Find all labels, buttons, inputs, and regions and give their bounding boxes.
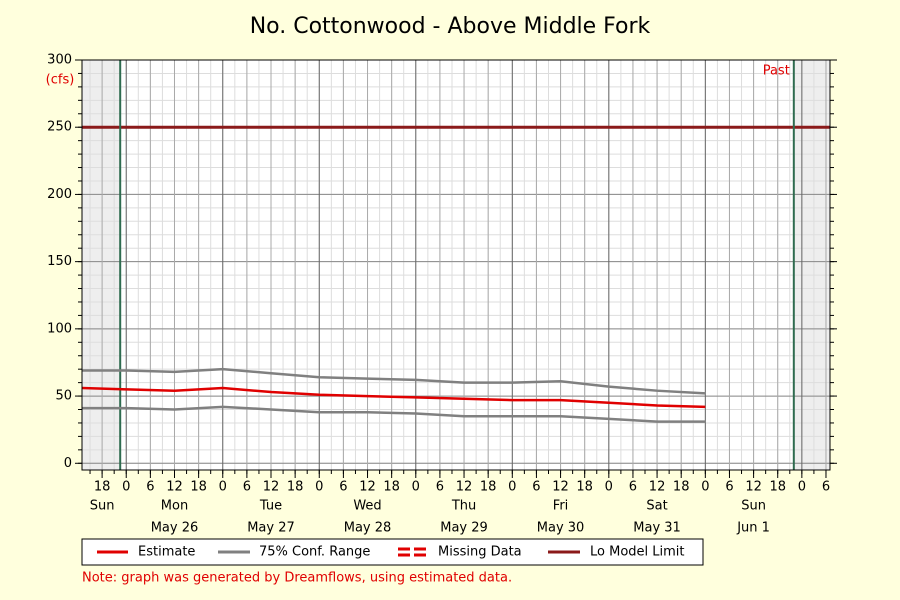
x-tick-label: 0 [412, 480, 420, 495]
x-tick-label: 6 [532, 480, 540, 495]
x-tick-label: 12 [456, 480, 473, 495]
y-tick-label: 150 [47, 254, 72, 269]
x-tick-label: 6 [339, 480, 347, 495]
x-tick-label: 6 [725, 480, 733, 495]
legend-box [81, 538, 704, 566]
series-line [81, 386, 706, 409]
date-label: May 31 [633, 521, 681, 536]
x-tick-label: 6 [822, 480, 830, 495]
day-label: Sat [646, 499, 667, 514]
y-tick-label: 200 [47, 187, 72, 202]
x-tick-label: 12 [359, 480, 376, 495]
series-line [82, 367, 706, 395]
chart-title: No. Cottonwood - Above Middle Fork [250, 14, 651, 39]
y-unit: (cfs) [46, 73, 75, 88]
x-tick-label: 12 [263, 480, 280, 495]
x-tick-label: 0 [508, 480, 516, 495]
plot-frame [81, 59, 831, 471]
legend-label: Lo Model Limit [590, 545, 685, 560]
shade [793, 60, 830, 470]
x-tick-label: 18 [94, 480, 111, 495]
series-line-low [82, 405, 706, 423]
day-label: Sun [741, 499, 766, 514]
x-tick-label: 0 [798, 480, 806, 495]
x-tick-label: 6 [146, 480, 154, 495]
x-tick-label: 18 [673, 480, 690, 495]
x-tick-label: 6 [436, 480, 444, 495]
day-label: Thu [451, 499, 476, 514]
y-tick-label: 100 [47, 321, 72, 336]
x-tick-label: 12 [552, 480, 569, 495]
x-tick-label: 0 [315, 480, 323, 495]
x-tick-label: 18 [769, 480, 786, 495]
x-tick-label: 18 [480, 480, 497, 495]
x-tick-label: 18 [190, 480, 207, 495]
note: Note: graph was generated by Dreamflows,… [82, 571, 512, 586]
date-label: Jun 1 [736, 521, 770, 536]
x-tick-label: 18 [576, 480, 593, 495]
day-label: Fri [553, 499, 569, 514]
x-tick-label: 0 [219, 480, 227, 495]
x-tick-label: 12 [649, 480, 666, 495]
day-label: Sun [90, 499, 115, 514]
y-tick-label: 50 [55, 389, 72, 404]
x-tick-label: 0 [605, 480, 613, 495]
y-tick-label: 0 [64, 456, 72, 471]
x-tick-label: 6 [243, 480, 251, 495]
day-label: Wed [353, 499, 381, 514]
annotation: Past [763, 64, 790, 79]
x-tick-label: 0 [701, 480, 709, 495]
x-tick-label: 0 [122, 480, 130, 495]
x-tick-label: 12 [166, 480, 183, 495]
date-label: May 29 [440, 521, 488, 536]
x-tick-label: 6 [629, 480, 637, 495]
y-tick-label: 300 [47, 53, 72, 68]
date-label: May 26 [151, 521, 199, 536]
x-tick-label: 18 [383, 480, 400, 495]
date-label: May 27 [247, 521, 295, 536]
legend-label: 75% Conf. Range [259, 545, 370, 560]
x-tick-label: 12 [745, 480, 762, 495]
day-label: Tue [259, 499, 282, 514]
date-label: May 28 [344, 521, 392, 536]
legend-label: Estimate [138, 545, 195, 560]
x-tick-label: 18 [287, 480, 304, 495]
y-tick-label: 250 [47, 120, 72, 135]
date-label: May 30 [537, 521, 585, 536]
legend-label: Missing Data [438, 545, 522, 560]
day-label: Mon [161, 499, 188, 514]
